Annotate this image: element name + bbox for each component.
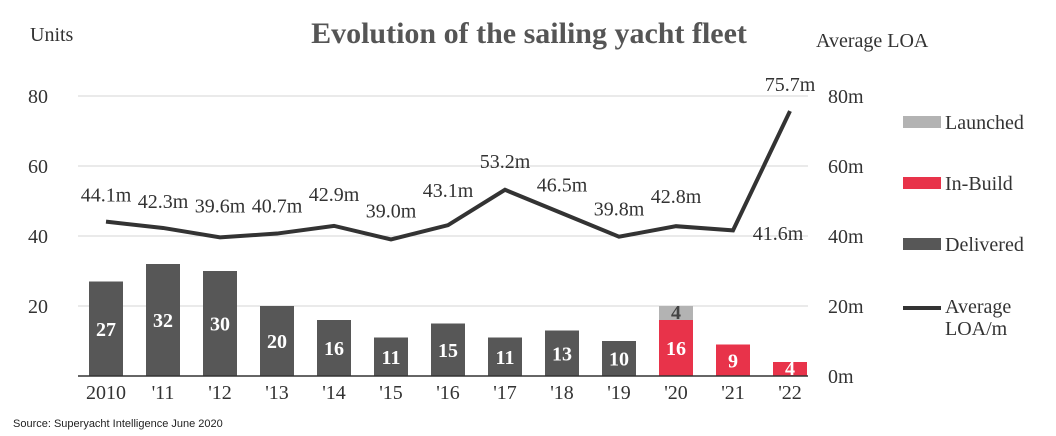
bar-value-label: 4 (671, 302, 681, 324)
bar-value-label: 16 (324, 338, 344, 360)
line-value-label: 39.0m (366, 201, 417, 223)
line-value-label: 42.9m (309, 184, 360, 206)
y-right-tick-label: 0m (828, 366, 854, 388)
legend-label-in-build: In-Build (945, 173, 1013, 195)
axes: 2010 '11 '12 '13 '14 '15 '16 '17 '18 '19 '20 '21 '22 (78, 375, 808, 404)
source-note: Source: Superyacht Intelligence June 202… (13, 418, 223, 430)
line-value-label: 53.2m (480, 151, 531, 173)
bar-delivered (89, 281, 123, 376)
x-tick-label: '11 (152, 382, 175, 404)
bar-delivered (602, 341, 636, 376)
x-tick-label: 2010 (86, 382, 126, 404)
line-value-label: 46.5m (537, 174, 588, 196)
line-value-label: 39.8m (594, 199, 645, 221)
bar-value-label: 15 (438, 340, 458, 362)
y-right-tick-label: 20m (828, 296, 864, 318)
avg-loa-line (105, 110, 792, 242)
legend-label-delivered: Delivered (945, 234, 1024, 256)
chart-title: Evolution of the sailing yacht fleet (311, 17, 747, 50)
y-right-tick-label: 40m (828, 226, 864, 248)
bar-delivered (260, 306, 294, 376)
x-tick-label: '20 (664, 382, 688, 404)
line-value-label: 42.3m (138, 191, 189, 213)
bar-value-label: 10 (609, 349, 629, 371)
bar-value-label: 30 (210, 314, 230, 336)
line-value-label: 41.6m (753, 223, 804, 245)
y-right-tick-label: 80m (828, 86, 864, 108)
bar-value-label: 11 (496, 347, 515, 369)
legend-label-avg-loa: Average (945, 296, 1011, 318)
y-left-tick-label: 80 (28, 86, 48, 108)
line-value-label: 44.1m (81, 185, 132, 207)
legend-label-avg-loa: LOA/m (945, 318, 1008, 340)
legend-label-launched: Launched (945, 112, 1024, 134)
bar-delivered (545, 330, 579, 376)
bar-delivered (146, 264, 180, 376)
bar-in-build (716, 344, 750, 376)
y-left-tick-label: 20 (28, 296, 48, 318)
y-left-tick-label: 40 (28, 226, 48, 248)
line-value-label: 75.7m (765, 74, 816, 96)
x-tick-label: '19 (607, 382, 631, 404)
line-value-label: 42.8m (651, 186, 702, 208)
y-left-tick-label: 60 (28, 156, 48, 178)
bar-value-label: 27 (96, 319, 116, 341)
bar-value-label: 4 (785, 358, 795, 380)
legend-swatch-in-build (903, 177, 941, 189)
bar-value-label: 13 (552, 343, 572, 365)
x-tick-label: '13 (265, 382, 289, 404)
bar-delivered (431, 323, 465, 376)
y-right-axis-label: Average LOA (816, 30, 929, 52)
x-tick-label: '22 (778, 382, 802, 404)
bar-delivered (374, 337, 408, 376)
x-tick-label: '21 (721, 382, 745, 404)
bar-value-label: 16 (666, 338, 686, 360)
bar-in-build (773, 362, 807, 376)
x-tick-label: '15 (379, 382, 403, 404)
bar-delivered (317, 320, 351, 376)
y-right-tick-label: 60m (828, 156, 864, 178)
bar-value-label: 11 (382, 347, 401, 369)
x-tick-label: '18 (550, 382, 574, 404)
bar-launched (659, 306, 693, 320)
avg-loa-line-group: 44.1m 42.3m 39.6m 40.7m 42.9m 39.0m 43.1m 53.2m… (81, 74, 816, 245)
legend-swatch-delivered (903, 238, 941, 250)
x-tick-label: '12 (208, 382, 232, 404)
x-tick-label: '16 (436, 382, 460, 404)
bar-value-label: 20 (267, 331, 287, 353)
bar-in-build (659, 320, 693, 376)
bar-delivered (488, 337, 522, 376)
bars: 27 32 30 20 16 11 15 11 13 10 16 4 9 4 (89, 264, 807, 380)
bar-value-label: 32 (153, 310, 173, 332)
bar-value-label: 9 (728, 350, 738, 372)
line-value-label: 43.1m (423, 180, 474, 202)
line-value-label: 39.6m (195, 195, 246, 217)
y-left-axis-label: Units (30, 24, 74, 46)
x-tick-label: '17 (493, 382, 517, 404)
legend-swatch-launched (903, 116, 941, 128)
line-value-label: 40.7m (252, 196, 303, 218)
bar-delivered (203, 271, 237, 376)
x-tick-label: '14 (322, 382, 346, 404)
